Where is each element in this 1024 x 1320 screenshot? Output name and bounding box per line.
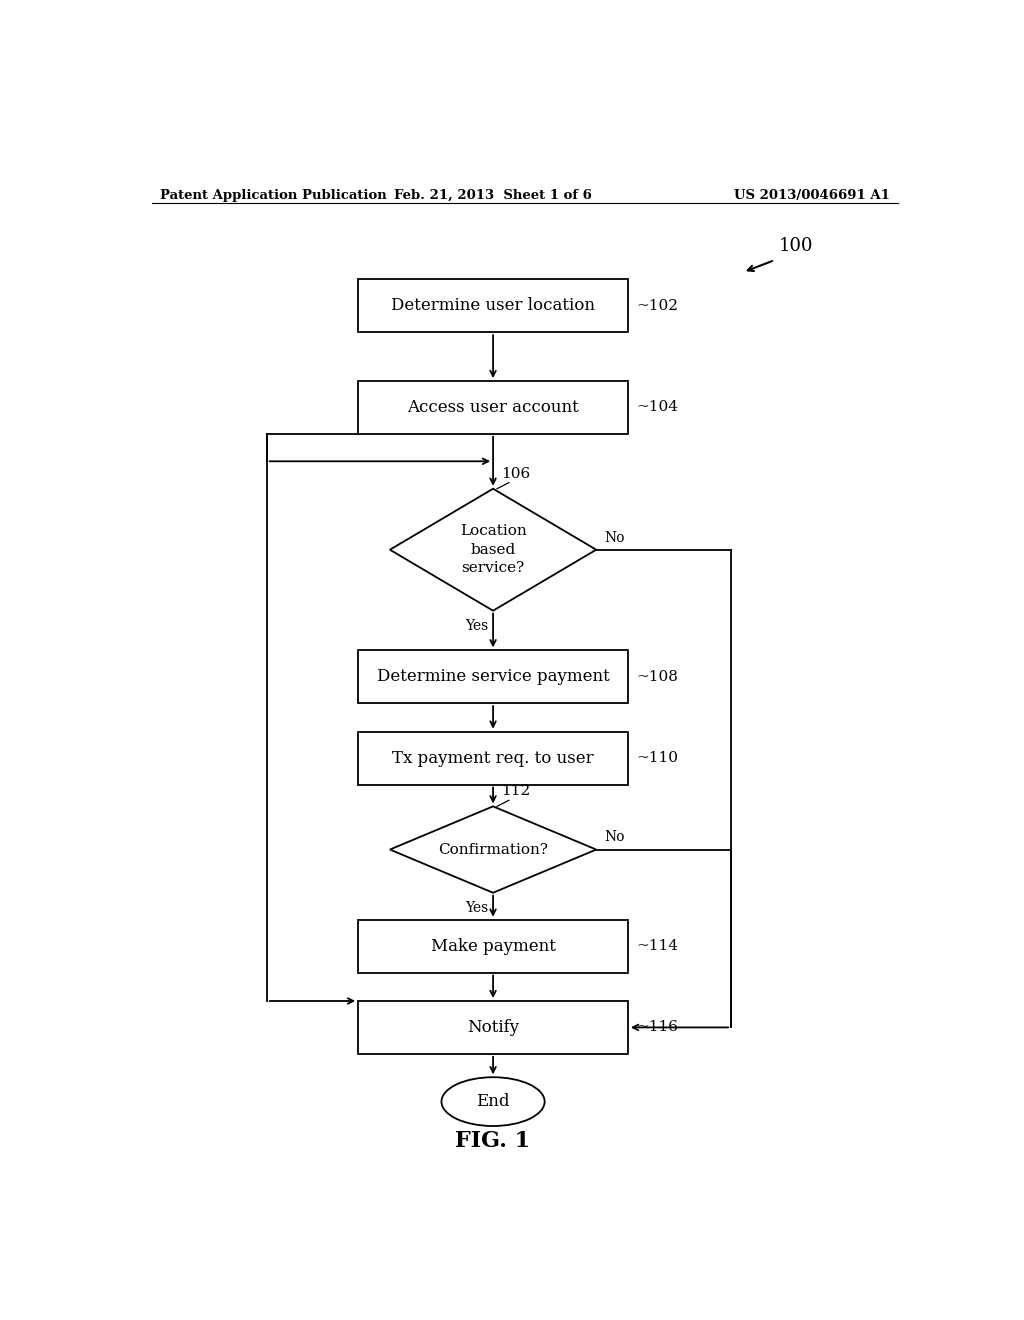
Text: 100: 100 — [778, 238, 813, 255]
Text: No: No — [604, 531, 625, 545]
Text: ~102: ~102 — [636, 298, 678, 313]
Text: ~110: ~110 — [636, 751, 678, 766]
Ellipse shape — [441, 1077, 545, 1126]
Text: Yes: Yes — [466, 619, 488, 632]
Text: Feb. 21, 2013  Sheet 1 of 6: Feb. 21, 2013 Sheet 1 of 6 — [394, 189, 592, 202]
Text: Notify: Notify — [467, 1019, 519, 1036]
Text: 112: 112 — [501, 784, 530, 799]
Text: End: End — [476, 1093, 510, 1110]
FancyBboxPatch shape — [358, 731, 628, 784]
Text: 106: 106 — [501, 466, 530, 480]
FancyBboxPatch shape — [358, 381, 628, 434]
Text: Make payment: Make payment — [431, 937, 555, 954]
Text: Location
based
service?: Location based service? — [460, 524, 526, 576]
Text: Confirmation?: Confirmation? — [438, 842, 548, 857]
FancyBboxPatch shape — [358, 920, 628, 973]
Text: Access user account: Access user account — [408, 399, 579, 416]
Text: FIG. 1: FIG. 1 — [456, 1130, 530, 1152]
Text: US 2013/0046691 A1: US 2013/0046691 A1 — [734, 189, 890, 202]
Text: Patent Application Publication: Patent Application Publication — [160, 189, 386, 202]
Text: ~116: ~116 — [636, 1020, 678, 1035]
Text: ~114: ~114 — [636, 939, 678, 953]
Text: Yes: Yes — [466, 900, 488, 915]
Polygon shape — [390, 488, 596, 611]
Text: No: No — [604, 830, 625, 845]
FancyBboxPatch shape — [358, 1001, 628, 1053]
Text: Tx payment req. to user: Tx payment req. to user — [392, 750, 594, 767]
FancyBboxPatch shape — [358, 651, 628, 704]
Text: Determine user location: Determine user location — [391, 297, 595, 314]
FancyBboxPatch shape — [358, 280, 628, 333]
Text: ~104: ~104 — [636, 400, 678, 414]
Text: Determine service payment: Determine service payment — [377, 668, 609, 685]
Polygon shape — [390, 807, 596, 892]
Text: ~108: ~108 — [636, 669, 678, 684]
